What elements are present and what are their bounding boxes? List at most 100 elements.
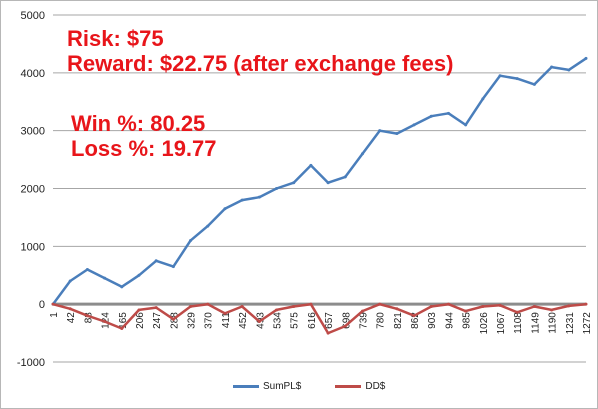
x-tick-label: 206: [135, 312, 146, 329]
y-tick-label: 1000: [21, 241, 45, 253]
data-point: [292, 304, 296, 308]
data-point: [240, 304, 244, 308]
legend-swatch-sumpl: [233, 385, 259, 388]
data-point: [326, 181, 330, 185]
data-point: [360, 309, 364, 313]
x-tick-label: 575: [290, 312, 301, 329]
data-point: [532, 82, 536, 86]
reward-annotation: Reward: $22.75 (after exchange fees): [67, 51, 454, 76]
x-tick-label: 862: [410, 312, 421, 329]
data-point: [68, 307, 72, 311]
data-point: [309, 302, 313, 306]
legend-swatch-dd: [335, 385, 362, 388]
x-tick-label: 903: [427, 312, 438, 329]
x-tick-label: 1272: [582, 312, 593, 335]
y-tick-label: 4000: [21, 68, 45, 80]
x-tick-label: 329: [187, 312, 198, 329]
data-point: [481, 97, 485, 101]
data-point: [154, 259, 158, 263]
data-point: [85, 267, 89, 271]
data-point: [515, 310, 519, 314]
data-point: [498, 74, 502, 78]
data-point: [567, 304, 571, 308]
data-point: [292, 181, 296, 185]
x-tick-label: 370: [204, 312, 215, 329]
data-point: [412, 123, 416, 127]
y-axis-tick-labels: 5000 4000 3000 2000 1000 0 -1000: [17, 10, 45, 369]
x-tick-label: 534: [273, 312, 284, 329]
x-tick-label: 739: [358, 312, 369, 329]
data-point: [171, 265, 175, 269]
data-point: [257, 195, 261, 199]
data-point: [206, 224, 210, 228]
data-point: [154, 306, 158, 310]
data-point: [395, 132, 399, 136]
x-tick-label: 657: [324, 312, 335, 329]
data-point: [412, 314, 416, 318]
data-point: [429, 304, 433, 308]
x-tick-label: 288: [169, 312, 180, 329]
data-point: [137, 308, 141, 312]
y-tick-label: -1000: [17, 357, 45, 369]
data-point: [189, 304, 193, 308]
data-point: [464, 309, 468, 313]
x-tick-label: 165: [118, 312, 129, 329]
x-tick-label: 985: [462, 312, 473, 329]
data-point: [378, 302, 382, 306]
data-point: [103, 320, 107, 324]
data-point: [550, 65, 554, 69]
y-tick-label: 0: [39, 299, 45, 311]
data-point: [326, 331, 330, 335]
x-tick-label: 247: [152, 312, 163, 329]
legend-item-dd: DD$: [335, 381, 385, 392]
data-point: [343, 324, 347, 328]
x-tick-label: 698: [341, 312, 352, 329]
x-tick-label: 1026: [479, 312, 490, 335]
y-tick-label: 2000: [21, 184, 45, 196]
x-tick-label: 780: [376, 312, 387, 329]
data-point: [240, 198, 244, 202]
x-tick-label: 452: [238, 312, 249, 329]
data-point: [446, 111, 450, 115]
x-axis-tick-labels: 1 42 83 124 165 206 247 288 329 370 411 452 493 534 57…: [49, 312, 593, 335]
x-tick-label: 411: [221, 312, 232, 328]
loss-percent-annotation: Loss %: 19.77: [71, 136, 217, 161]
data-point: [360, 152, 364, 156]
data-point: [223, 311, 227, 315]
data-point: [550, 308, 554, 312]
data-point: [85, 314, 89, 318]
data-point: [532, 304, 536, 308]
risk-annotation: Risk: $75: [67, 26, 164, 51]
y-tick-label: 5000: [21, 10, 45, 22]
data-point: [464, 123, 468, 127]
legend-item-sumpl: SumPL$: [233, 381, 301, 392]
x-tick-label: 1: [49, 312, 60, 318]
data-point: [257, 320, 261, 324]
x-tick-label: 1231: [565, 312, 576, 335]
data-point: [584, 56, 588, 60]
x-tick-label: 1108: [513, 312, 524, 334]
legend: SumPL$ DD$: [233, 381, 385, 392]
data-point: [68, 279, 72, 283]
data-point: [567, 68, 571, 72]
series-line-sumpl: [51, 57, 587, 305]
data-point: [446, 302, 450, 306]
data-point: [120, 326, 124, 330]
data-point: [429, 114, 433, 118]
data-point: [223, 207, 227, 211]
data-point: [498, 303, 502, 307]
x-tick-label: 821: [393, 312, 404, 329]
data-point: [275, 187, 279, 190]
x-tick-label: 1190: [548, 312, 559, 334]
legend-label-dd: DD$: [365, 381, 386, 392]
data-point: [189, 239, 193, 243]
x-tick-label: 1149: [530, 312, 541, 334]
data-point: [515, 77, 519, 81]
data-series: [51, 56, 588, 335]
data-point: [137, 273, 141, 277]
x-tick-label: 1067: [496, 312, 507, 335]
data-point: [309, 163, 313, 167]
data-point: [275, 308, 279, 312]
